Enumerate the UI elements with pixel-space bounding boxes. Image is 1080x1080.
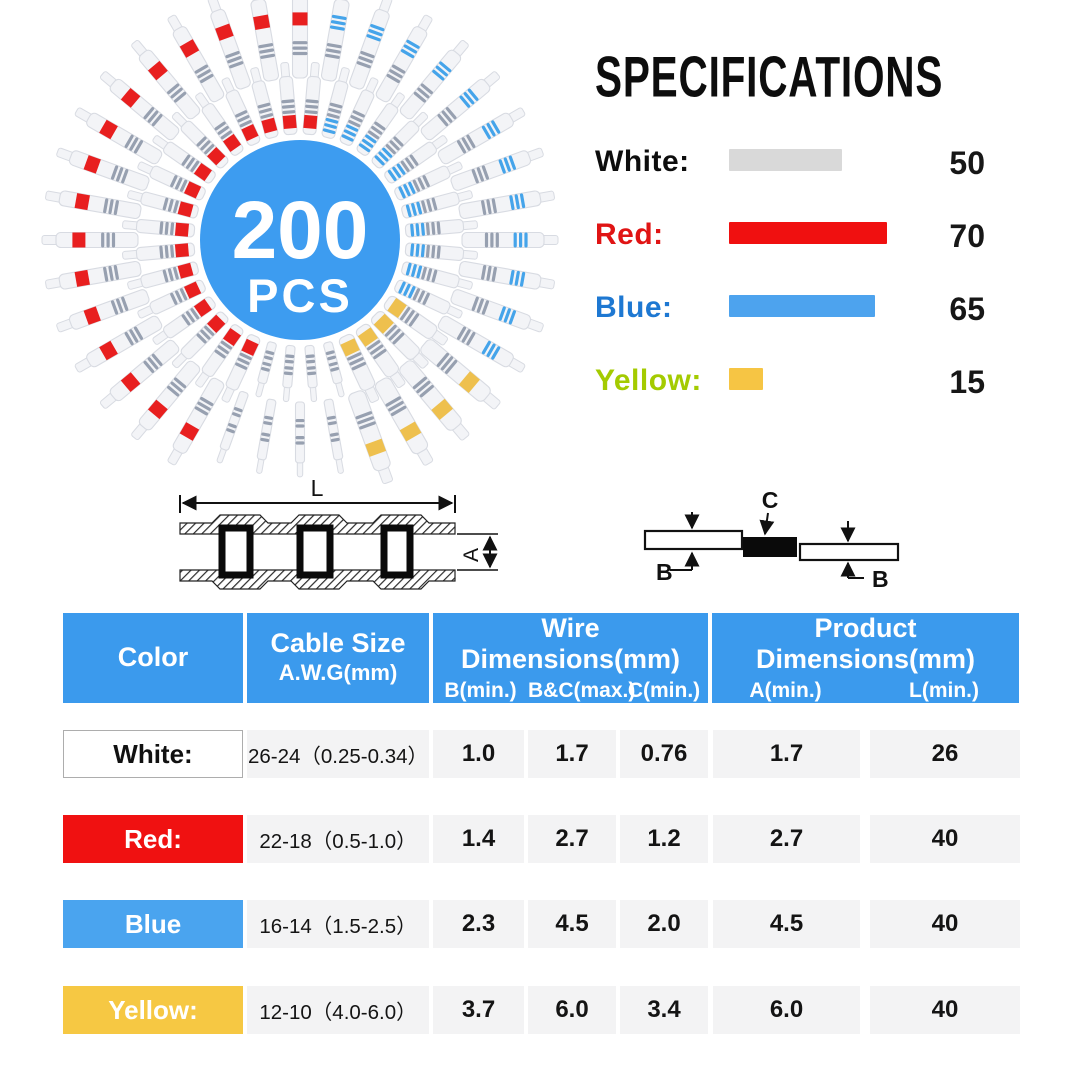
spec-table: Color Cable Size A.W.G(mm) Wire Dimensio… — [63, 613, 1020, 1043]
header-product-dimensions: Product Dimensions(mm) A(min.) L(min.) — [712, 613, 1019, 703]
specifications-section: SPECIFICATIONS White: 50 Red: 70 Blue: 6… — [595, 45, 1035, 415]
header-a-min: A(min.) — [749, 679, 822, 703]
solder-ring — [296, 524, 334, 579]
connector-wheel-graphic: 200 PCS — [41, 0, 559, 485]
cell-cable-size: 16-14（1.5-2.5） — [247, 900, 429, 948]
spec-row-white: White: 50 — [595, 145, 1035, 181]
cell-b-min: 3.7 — [433, 986, 524, 1034]
spec-label: Yellow: — [595, 364, 702, 397]
color-swatch: Yellow: — [63, 986, 243, 1034]
b-dimension-label-left: B — [656, 559, 673, 585]
spec-label: White: — [595, 145, 690, 178]
spec-row-red: Red: 70 — [595, 218, 1035, 254]
cell-l-min: 26 — [870, 730, 1020, 778]
cell-c-min: 1.2 — [620, 815, 708, 863]
header-product-title: Product Dimensions(mm) — [755, 613, 976, 675]
cell-bc-max: 6.0 — [528, 986, 616, 1034]
table-row-blue: Blue 16-14（1.5-2.5） 2.3 4.5 2.0 4.5 40 — [63, 900, 1020, 948]
color-swatch: Blue — [63, 900, 243, 948]
cell-a-min: 2.7 — [713, 815, 860, 863]
cell-l-min: 40 — [870, 900, 1020, 948]
spec-bar — [729, 368, 763, 390]
connector-rays — [41, 0, 559, 485]
cell-a-min: 1.7 — [713, 730, 860, 778]
spec-row-yellow: Yellow: 15 — [595, 364, 1035, 400]
header-color: Color — [63, 613, 243, 703]
table-row-yellow: Yellow: 12-10（4.0-6.0） 3.7 6.0 3.4 6.0 4… — [63, 986, 1020, 1034]
wire-splice-diagram: C B B — [643, 487, 900, 592]
left-wire — [643, 529, 744, 551]
cell-c-min: 0.76 — [620, 730, 708, 778]
color-swatch: Red: — [63, 815, 243, 863]
count-label: 200 — [232, 185, 369, 276]
height-dimension-label: A — [460, 548, 483, 562]
cell-bc-max: 2.7 — [528, 815, 616, 863]
table-row-red: Red: 22-18（0.5-1.0） 1.4 2.7 1.2 2.7 40 — [63, 815, 1020, 863]
spec-row-blue: Blue: 65 — [595, 291, 1035, 327]
header-bc-max: B&C(max.) — [528, 679, 636, 703]
spec-count: 15 — [949, 364, 985, 400]
count-circle — [200, 140, 400, 340]
spec-bar — [729, 222, 887, 244]
cell-bc-max: 1.7 — [528, 730, 616, 778]
header-l-min: L(min.) — [909, 679, 979, 703]
cell-bc-max: 4.5 — [528, 900, 616, 948]
spec-count: 70 — [949, 218, 985, 254]
cell-l-min: 40 — [870, 815, 1020, 863]
cell-cable-size: 22-18（0.5-1.0） — [247, 815, 429, 863]
header-b-min: B(min.) — [444, 679, 517, 703]
header-wire-dimensions: Wire Dimensions(mm) B(min.) B&C(max.) C(… — [433, 613, 708, 703]
connector-dimension-diagram: L A — [179, 475, 498, 590]
header-color-title: Color — [117, 642, 189, 673]
color-swatch: White: — [63, 730, 243, 778]
cell-c-min: 3.4 — [620, 986, 708, 1034]
solder-ring — [380, 524, 414, 579]
cell-c-min: 2.0 — [620, 900, 708, 948]
header-cable-size: Cable Size A.W.G(mm) — [247, 613, 429, 703]
header-wire-title: Wire Dimensions(mm) — [460, 612, 681, 674]
specifications-title: SPECIFICATIONS — [595, 46, 944, 110]
cell-a-min: 6.0 — [713, 986, 860, 1034]
splice-sleeve — [743, 537, 797, 557]
header-product-subcolumns: A(min.) L(min.) — [712, 679, 1019, 703]
cell-b-min: 1.0 — [433, 730, 524, 778]
cell-l-min: 40 — [870, 986, 1020, 1034]
cell-b-min: 2.3 — [433, 900, 524, 948]
right-wire — [798, 542, 900, 562]
header-cable-sub: A.W.G(mm) — [278, 660, 398, 686]
spec-count: 50 — [949, 145, 985, 181]
spec-count: 65 — [949, 291, 985, 327]
spec-label: Red: — [595, 218, 664, 251]
cell-b-min: 1.4 — [433, 815, 524, 863]
c-dimension-label: C — [762, 487, 779, 513]
header-wire-subcolumns: B(min.) B&C(max.) C(min.) — [433, 679, 708, 703]
count-unit-label: PCS — [247, 269, 353, 322]
solder-ring — [218, 524, 254, 579]
spec-bar — [729, 149, 842, 171]
cell-cable-size: 12-10（4.0-6.0） — [247, 986, 429, 1034]
b-dimension-label-right: B — [872, 566, 889, 592]
cell-a-min: 4.5 — [713, 900, 860, 948]
spec-bar — [729, 295, 875, 317]
table-row-white: White: 26-24（0.25-0.34） 1.0 1.7 0.76 1.7… — [63, 730, 1020, 778]
cell-cable-size: 26-24（0.25-0.34） — [247, 730, 429, 778]
header-c-min: C(min.) — [627, 679, 701, 703]
header-cable-title: Cable Size — [270, 628, 406, 659]
length-dimension-label: L — [311, 475, 324, 501]
spec-label: Blue: — [595, 291, 673, 324]
table-header-row: Color Cable Size A.W.G(mm) Wire Dimensio… — [63, 613, 1020, 703]
